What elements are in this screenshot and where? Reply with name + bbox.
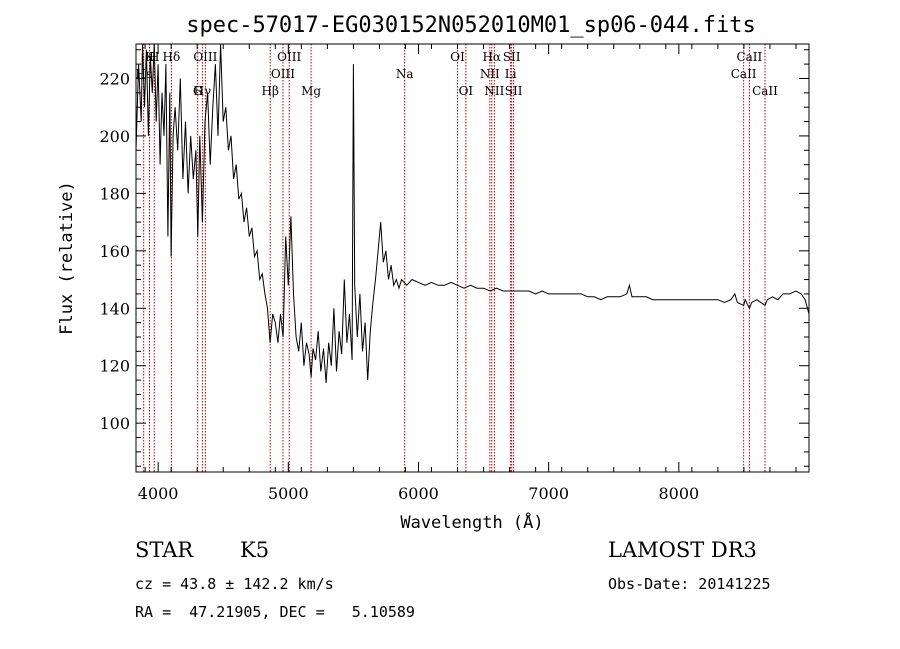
redshift-value: cz = 43.8 ± 142.2 km/s <box>135 575 334 593</box>
y-tick-label: 180 <box>99 184 130 203</box>
spectral-line-label: Li <box>505 67 517 81</box>
spectral-line-label: OIII <box>277 50 301 64</box>
spectral-line-label: CaII <box>752 84 778 98</box>
plot-frame <box>135 43 810 473</box>
spectral-line-label: NII <box>484 84 504 98</box>
spectral-line-label: CaII <box>731 67 757 81</box>
y-tick-label: 200 <box>99 127 130 146</box>
spectral-lines-layer <box>143 44 766 472</box>
survey-name: LAMOST DR3 <box>608 538 757 562</box>
spectral-line-label: Hδ <box>163 50 181 64</box>
x-tick-label: 8000 <box>658 484 699 503</box>
chart-title: spec-57017-EG030152N052010M01_sp06-044.f… <box>186 13 756 38</box>
sky-coordinates: RA = 47.21905, DEC = 5.10589 <box>135 603 415 621</box>
x-axis-label: Wavelength (Å) <box>400 511 543 533</box>
spectral-line-label: OI <box>450 50 465 64</box>
y-tick-label: 140 <box>99 299 130 318</box>
spectral-line-label: SII <box>503 50 521 64</box>
y-tick-label: 100 <box>99 414 130 433</box>
y-tick-label: 120 <box>99 357 130 376</box>
x-tick-label: 7000 <box>528 484 569 503</box>
axis-ticks: 4000 5000 6000 7000 8000 100 120 140 160 180 200 22… <box>99 44 809 503</box>
spectrum-line <box>135 43 810 384</box>
y-tick-label: 160 <box>99 242 130 261</box>
spectral-subclass: K5 <box>240 538 270 562</box>
spectral-line-label: Hγ <box>194 84 212 98</box>
spectral-line-label: OI <box>459 84 474 98</box>
object-class: STAR <box>135 538 194 562</box>
spectral-line-label: Mg <box>301 84 321 98</box>
spectral-line-label: OIII <box>193 50 217 64</box>
x-tick-label: 5000 <box>268 484 309 503</box>
observation-date: Obs-Date: 20141225 <box>608 575 771 593</box>
spectral-line-label: OIII <box>271 67 295 81</box>
spectral-line-label: Hβ <box>262 84 279 98</box>
spectral-line-label: CaII <box>736 50 762 64</box>
y-tick-label: 220 <box>99 69 130 88</box>
x-tick-label: 4000 <box>138 484 179 503</box>
spectral-line-label: NII <box>480 67 500 81</box>
spectral-line-label: Na <box>396 67 414 81</box>
spectral-line-label: Hα <box>482 50 501 64</box>
x-tick-label: 6000 <box>398 484 439 503</box>
spectral-line-label: SII <box>505 84 523 98</box>
y-axis-label: Flux (relative) <box>57 181 77 335</box>
spectral-line-label: G <box>193 84 203 98</box>
